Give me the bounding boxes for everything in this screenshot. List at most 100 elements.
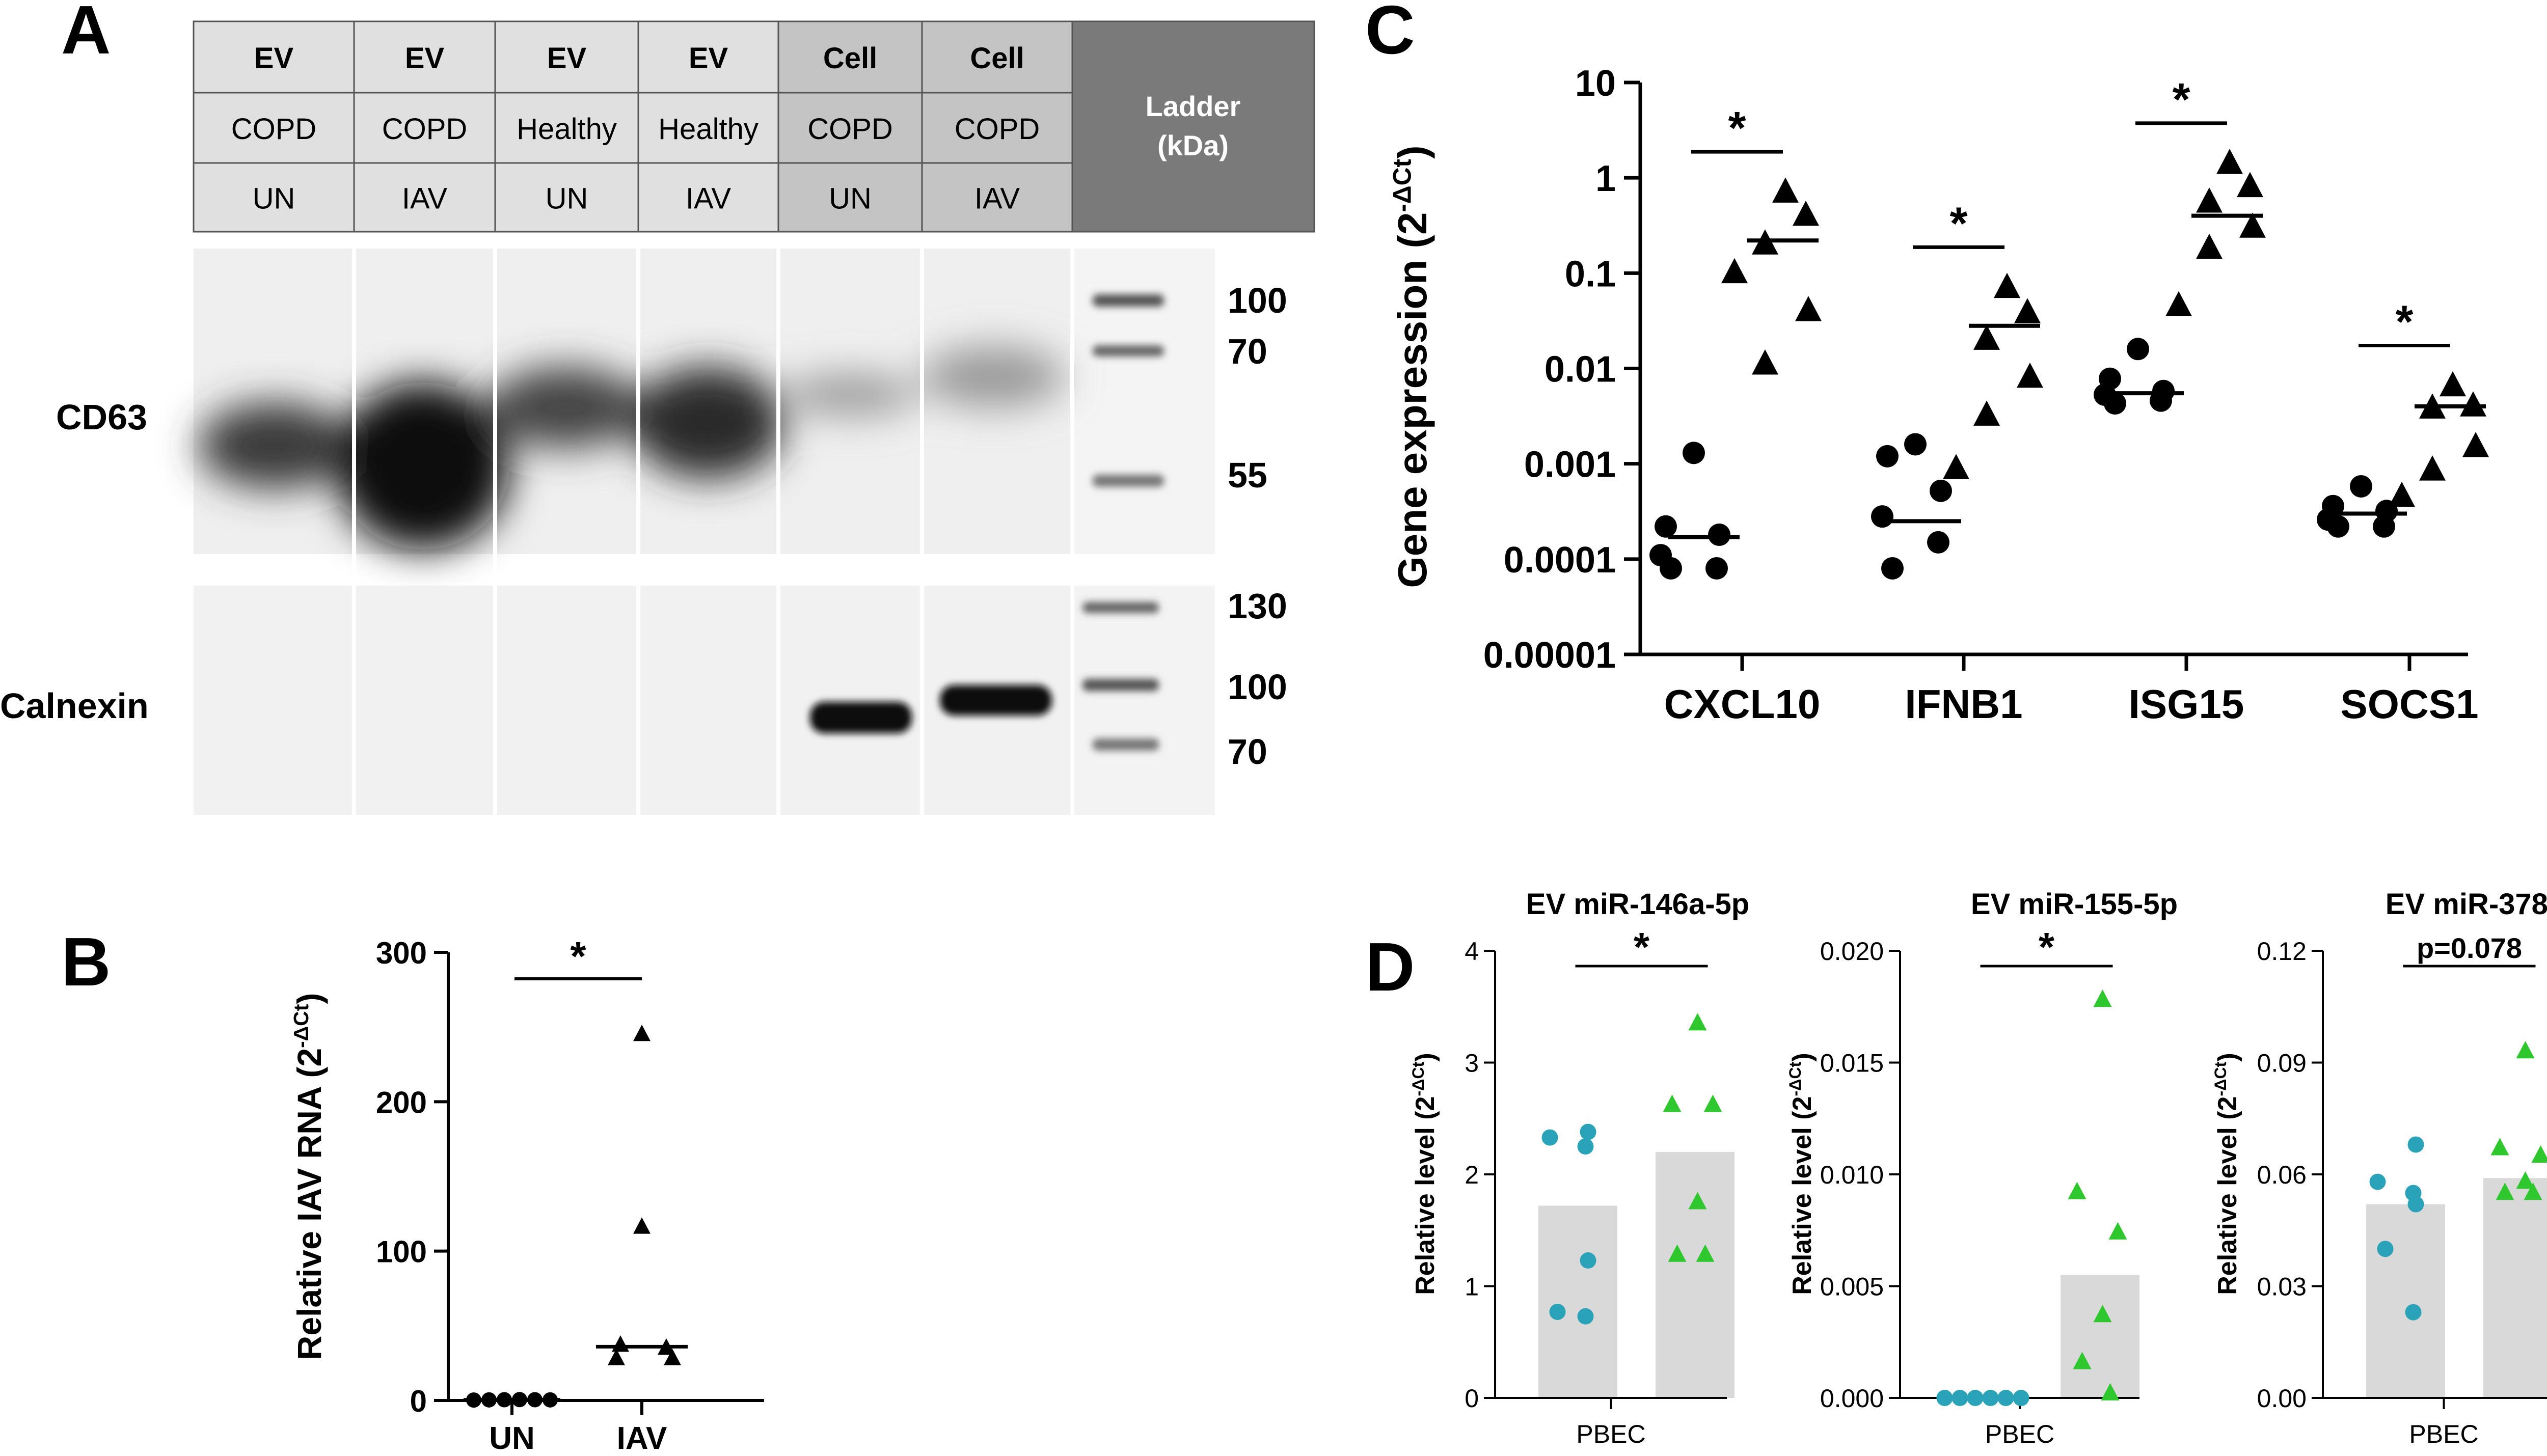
y-axis-label: Gene expression (2-ΔCt): [1388, 145, 1435, 588]
data-point-iav: [2516, 1041, 2535, 1059]
calnexin-bands: [810, 685, 1052, 733]
header-treatment-label: UN: [829, 182, 872, 215]
row-label-calnexin: Calnexin: [0, 686, 149, 726]
data-point-iav: [2014, 298, 2041, 323]
y-tick-label: 0.00: [2257, 1384, 2307, 1413]
header-treatment-label: UN: [546, 182, 588, 215]
bar: [2061, 1275, 2139, 1398]
lane-separators: [352, 249, 1074, 830]
data-point-iav: [2108, 1222, 2127, 1240]
chart-title: EV miR-378a-3p: [2386, 888, 2547, 921]
header-cell: [193, 162, 355, 233]
data-point-un: [2405, 1304, 2422, 1321]
data-point-un: [2373, 515, 2395, 538]
header-type-label: EV: [689, 42, 728, 75]
y-tick-label: 0.12: [2257, 937, 2307, 966]
panel-b-iav-rna-chart: 0 100 200 300 UN IAV * Relative IAV RNA (2-ΔCt): [289, 933, 764, 1456]
y-tick-label: 0: [1465, 1384, 1479, 1413]
data-point-iav: [2068, 1182, 2087, 1199]
data-point-iav: [1943, 454, 1969, 479]
y-axis-label: Relative level (2-ΔCt): [2211, 1053, 2242, 1295]
gene-label: IFNB1: [1905, 681, 2022, 727]
y-tick-label: 0.015: [1820, 1049, 1884, 1078]
data-point-iav: [1663, 1094, 1682, 1112]
marker-cd63-100: 100: [1228, 281, 1287, 320]
y-tick-label: 0.09: [2257, 1049, 2307, 1078]
data-point-un: [2369, 1173, 2386, 1190]
data-point-iav: [2419, 455, 2446, 481]
data-point-iav: [1793, 201, 1819, 226]
y-tick-label: 0.010: [1820, 1161, 1884, 1189]
significance-label: *: [1949, 198, 1967, 249]
data-point-iav: [1721, 258, 1748, 284]
data-point-iav: [612, 1335, 629, 1352]
header-treatment-label: IAV: [402, 182, 447, 215]
data-point-iav: [608, 1349, 625, 1365]
data-point-iav: [1703, 1094, 1722, 1112]
data-point-un: [1982, 1390, 1999, 1406]
ladder-header-unit: (kDa): [1157, 129, 1229, 161]
y-axis-label: Relative level (2-ΔCt): [1409, 1053, 1440, 1295]
y-tick-label: 0.06: [2257, 1161, 2307, 1189]
gene-label: SOCS1: [2340, 681, 2478, 727]
significance-label: *: [1728, 103, 1746, 154]
data-point-un: [2327, 515, 2349, 538]
cd63-bands: [199, 346, 1065, 550]
y-tick-label: 0.01: [1545, 349, 1616, 390]
significance-label: *: [2039, 924, 2055, 970]
ladder-header: [1071, 20, 1315, 233]
header-type-label: EV: [547, 42, 587, 75]
data-point-iav: [2490, 1138, 2509, 1156]
y-tick-label: 3: [1465, 1049, 1479, 1078]
panel-letter-d: D: [1365, 928, 1415, 1005]
data-point-un: [1549, 1303, 1566, 1320]
bar: [1538, 1205, 1617, 1398]
gene-label: ISG15: [2129, 681, 2244, 727]
calnexin-ladder-lane: [1072, 586, 1215, 815]
data-point-iav: [633, 1024, 651, 1041]
y-tick-label: 1: [1595, 158, 1616, 199]
data-point-iav: [2093, 1305, 2112, 1323]
significance-label: *: [2172, 74, 2190, 125]
data-point-iav: [1994, 272, 2020, 298]
data-point-iav: [2460, 391, 2486, 417]
header-cell: [494, 162, 639, 233]
chart-title: EV miR-146a-5p: [1526, 888, 1749, 921]
x-axis-label: PBEC: [1576, 1420, 1645, 1448]
header-treatment-label: UN: [253, 182, 295, 215]
panel-d-mirna-charts: EV miR-146a-5p 0 1 2 3 4 PBEC * Relative level (…: [1409, 888, 2547, 1448]
header-cell: [921, 162, 1073, 233]
data-point-un: [2350, 475, 2372, 498]
x-tick-label: IAV: [617, 1421, 667, 1456]
data-point-iav: [2073, 1352, 2092, 1369]
data-point-iav: [2237, 172, 2263, 198]
data-point-iav: [2216, 149, 2243, 174]
header-cell: [921, 20, 1073, 94]
significance-label: *: [570, 933, 586, 979]
data-point-un: [1580, 1252, 1596, 1269]
data-point-un: [1927, 531, 1949, 554]
data-point-un: [1660, 557, 1682, 580]
data-point-iav: [2389, 481, 2415, 507]
data-point-un: [1580, 1123, 1596, 1140]
header-type-label: Cell: [970, 42, 1024, 75]
y-tick-label: 2: [1465, 1161, 1479, 1189]
data-point-un: [1705, 557, 1728, 580]
cd63-ladder-bands: [1093, 294, 1164, 487]
y-tick-label: 0: [410, 1384, 427, 1418]
data-point-iav: [2196, 187, 2223, 213]
data-point-iav: [633, 1217, 651, 1234]
bar: [2366, 1204, 2445, 1398]
header-cell: [494, 92, 639, 164]
y-tick-label: 0.005: [1820, 1273, 1884, 1301]
header-cell: [777, 92, 923, 164]
data-point-iav: [1973, 324, 2000, 350]
data-point-un: [1655, 515, 1677, 538]
data-point-iav: [2496, 1183, 2514, 1200]
data-point-un: [2377, 1241, 2394, 1257]
data-point-un: [1881, 557, 1904, 580]
y-tick-label: 200: [376, 1085, 427, 1119]
header-group-label: COPD: [955, 113, 1040, 146]
data-point-iav: [664, 1349, 681, 1365]
header-cell: [637, 20, 779, 94]
